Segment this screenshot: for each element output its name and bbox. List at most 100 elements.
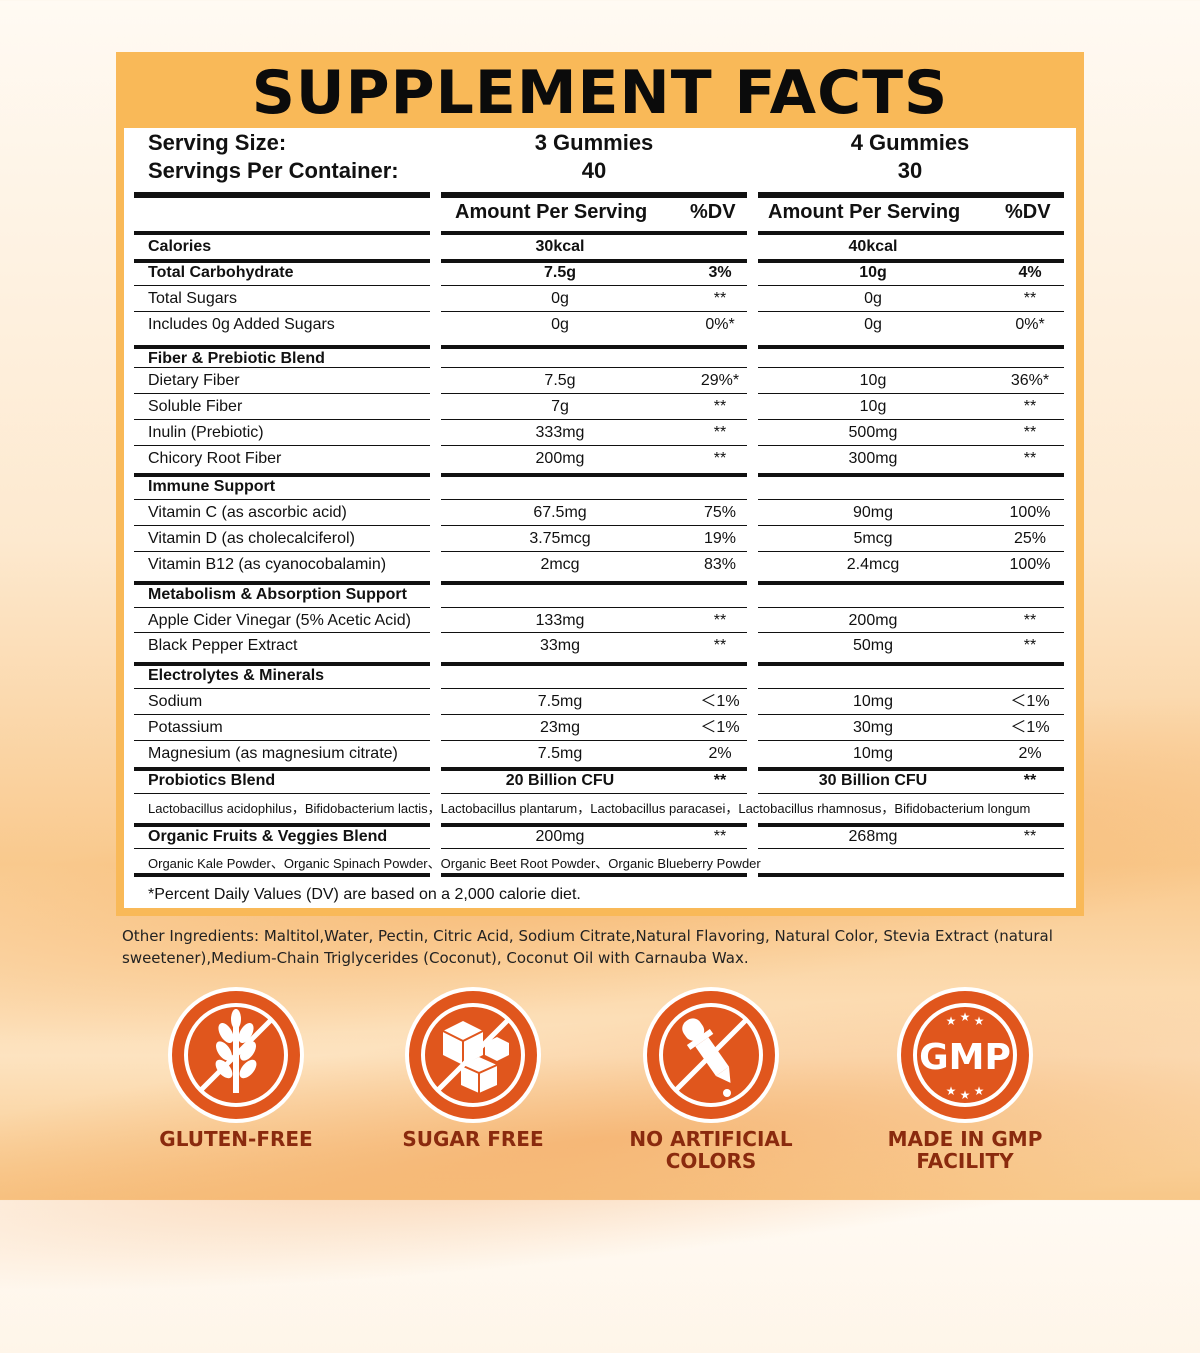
rule-thick: [134, 581, 430, 585]
rule-thin: [758, 848, 1064, 849]
col1-amount: 0g: [551, 290, 569, 307]
col2-amount: 2.4mcg: [846, 556, 900, 573]
rule-thin: [441, 419, 747, 420]
svg-text:★: ★: [946, 1084, 957, 1098]
rule-thin: [758, 393, 1064, 394]
col2-dv: **: [1023, 637, 1037, 654]
nutrient-name: Immune Support: [148, 478, 276, 495]
nutrient-name: Organic Fruits & Veggies Blend: [148, 828, 388, 845]
col1-dv: 19%: [703, 530, 737, 547]
nutrient-name: Includes 0g Added Sugars: [148, 316, 335, 333]
rule-thin: [134, 688, 430, 689]
rule-thin: [758, 525, 1064, 526]
nutrient-name: Probiotics Blend: [148, 772, 276, 789]
col2-dv: 100%: [1009, 556, 1051, 573]
col1-dv: 2%: [708, 745, 732, 762]
rule-thick: [758, 259, 1064, 263]
col1-amount: 0g: [551, 316, 569, 333]
col1-amount: 3.75mcg: [529, 530, 591, 547]
badge-label: GLUTEN-FREE: [159, 1127, 313, 1151]
nutrient-name: Dietary Fiber: [148, 372, 240, 389]
col2-amount: 30mg: [852, 719, 894, 736]
col1-amount: 23mg: [539, 719, 581, 736]
svg-text:★: ★: [960, 1088, 971, 1102]
nutrient-name: Vitamin B12 (as cyanocobalamin): [148, 556, 387, 573]
col2-amount: 268mg: [848, 828, 898, 845]
col1-dv: **: [713, 424, 727, 441]
nutrient-name: Electrolytes & Minerals: [148, 667, 325, 684]
col1-amount: 333mg: [535, 424, 585, 441]
rule-thin: [134, 793, 430, 794]
rule-thin: [441, 499, 747, 500]
nutrient-name: Magnesium (as magnesium citrate): [148, 745, 398, 762]
nutrient-name: Chicory Root Fiber: [148, 450, 282, 467]
col2-amount: 10g: [859, 264, 887, 281]
badge-label: MADE IN GMP FACILITY: [887, 1127, 1043, 1173]
rule-thin: [441, 551, 747, 552]
col1-amount: 2mcg: [540, 556, 580, 573]
rule-thin: [758, 688, 1064, 689]
rule-thin: [758, 311, 1064, 312]
nutrient-name: Soluble Fiber: [148, 398, 243, 415]
rule-thin: [134, 499, 430, 500]
svg-text:★: ★: [960, 1010, 971, 1024]
rule-thin: [134, 285, 430, 286]
col2-amount: 0g: [864, 316, 882, 333]
footnote: *Percent Daily Values (DV) are based on …: [148, 886, 581, 903]
col1-dv: ＜1%: [700, 719, 740, 736]
svg-text:★: ★: [974, 1014, 985, 1028]
col1-amount: 7.5mg: [537, 745, 583, 762]
col2-dv: 0%*: [1015, 316, 1045, 333]
rule-thin: [441, 714, 747, 715]
rule-thin: [758, 499, 1064, 500]
rule-thin: [758, 419, 1064, 420]
col1-amount: 200mg: [535, 450, 585, 467]
col1-dv: **: [713, 290, 727, 307]
col1-dv: 3%: [708, 264, 732, 281]
rule-thick: [134, 873, 430, 877]
rule-thick: [758, 662, 1064, 666]
col2-amount: 90mg: [852, 504, 894, 521]
rule-thick: [758, 873, 1064, 877]
rule-thick: [134, 231, 430, 235]
col2-amount-header: Amount Per Serving: [768, 201, 961, 223]
col2-dv: ＜1%: [1010, 719, 1050, 736]
rule-thin: [441, 740, 747, 741]
gmp-text: GMP: [919, 1037, 1011, 1078]
col2-serving-size: 4 Gummies: [850, 130, 970, 155]
rule-thin: [758, 367, 1064, 368]
rule-thick: [758, 767, 1064, 771]
col1-dv: **: [713, 450, 727, 467]
rule-thin: [134, 311, 430, 312]
rule-thin: [134, 607, 430, 608]
nutrient-name: Sodium: [148, 693, 203, 710]
col2-amount: 10mg: [852, 693, 894, 710]
rule-thin: [441, 848, 747, 849]
col2-dv-header: %DV: [1005, 201, 1051, 223]
rule-thick: [441, 192, 747, 198]
rule-thick: [134, 662, 430, 666]
rule-thin: [134, 551, 430, 552]
other-ingredients: Other Ingredients: Maltitol,Water, Pecti…: [122, 927, 1053, 967]
rule-thin: [441, 688, 747, 689]
rule-thin: [441, 445, 747, 446]
col1-dv: **: [713, 637, 727, 654]
rule-thin: [134, 848, 430, 849]
nutrient-name: Calories: [148, 238, 212, 255]
rule-thin: [134, 367, 430, 368]
col2-dv: 36%*: [1010, 372, 1050, 389]
col2-amount: 10mg: [852, 745, 894, 762]
rule-thin: [134, 740, 430, 741]
badge-sugar-free: [403, 985, 543, 1125]
rule-thin: [134, 714, 430, 715]
rule-thin: [441, 607, 747, 608]
rule-thick: [758, 231, 1064, 235]
rule-thick: [758, 345, 1064, 349]
rule-thick: [441, 473, 747, 477]
rule-thick: [441, 231, 747, 235]
col1-amount: 7.5g: [543, 264, 576, 281]
rule-thin: [134, 419, 430, 420]
rule-thin: [758, 632, 1064, 633]
rule-thin: [758, 714, 1064, 715]
col1-amount: 67.5mg: [533, 504, 587, 521]
